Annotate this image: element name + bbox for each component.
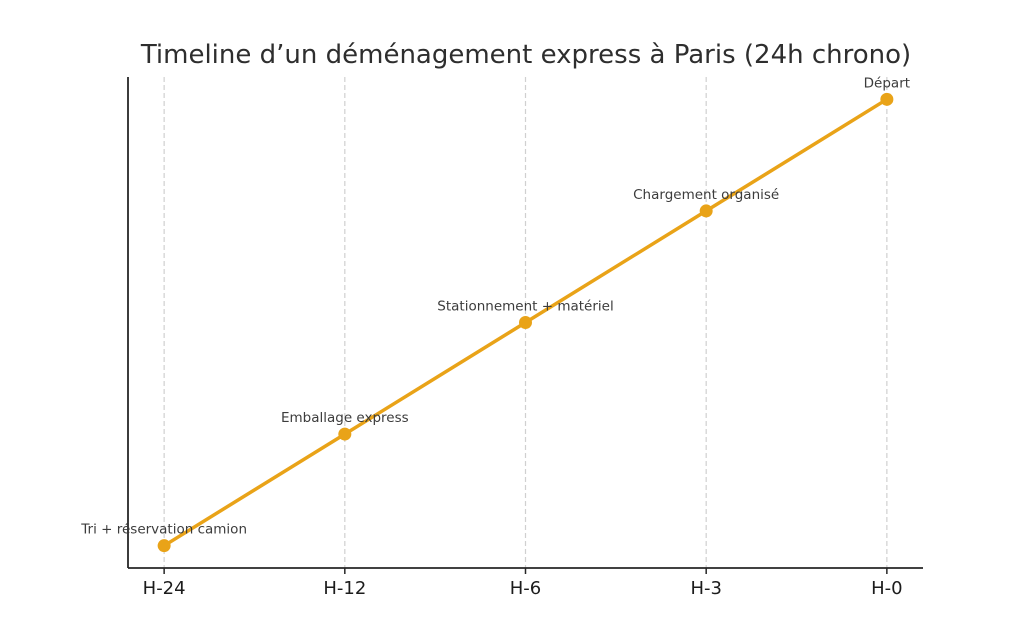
x-tick-label: H-0 [871, 578, 902, 599]
point-label: Tri + réservation camion [80, 522, 247, 538]
x-tick-label: H-12 [323, 578, 366, 599]
data-point [519, 316, 532, 329]
point-label: Chargement organisé [633, 187, 779, 203]
x-tick-label: H-3 [690, 578, 721, 599]
chart-title: Timeline d’un déménagement express à Par… [140, 40, 912, 70]
data-point [699, 204, 713, 218]
data-point [338, 427, 352, 441]
point-label: Départ [864, 75, 910, 91]
x-tick-label: H-24 [143, 578, 186, 599]
point-label: Stationnement + matériel [437, 299, 613, 315]
data-point [157, 539, 171, 553]
x-tick-label: H-6 [510, 578, 541, 599]
data-point [880, 92, 894, 106]
point-label: Emballage express [281, 410, 409, 426]
